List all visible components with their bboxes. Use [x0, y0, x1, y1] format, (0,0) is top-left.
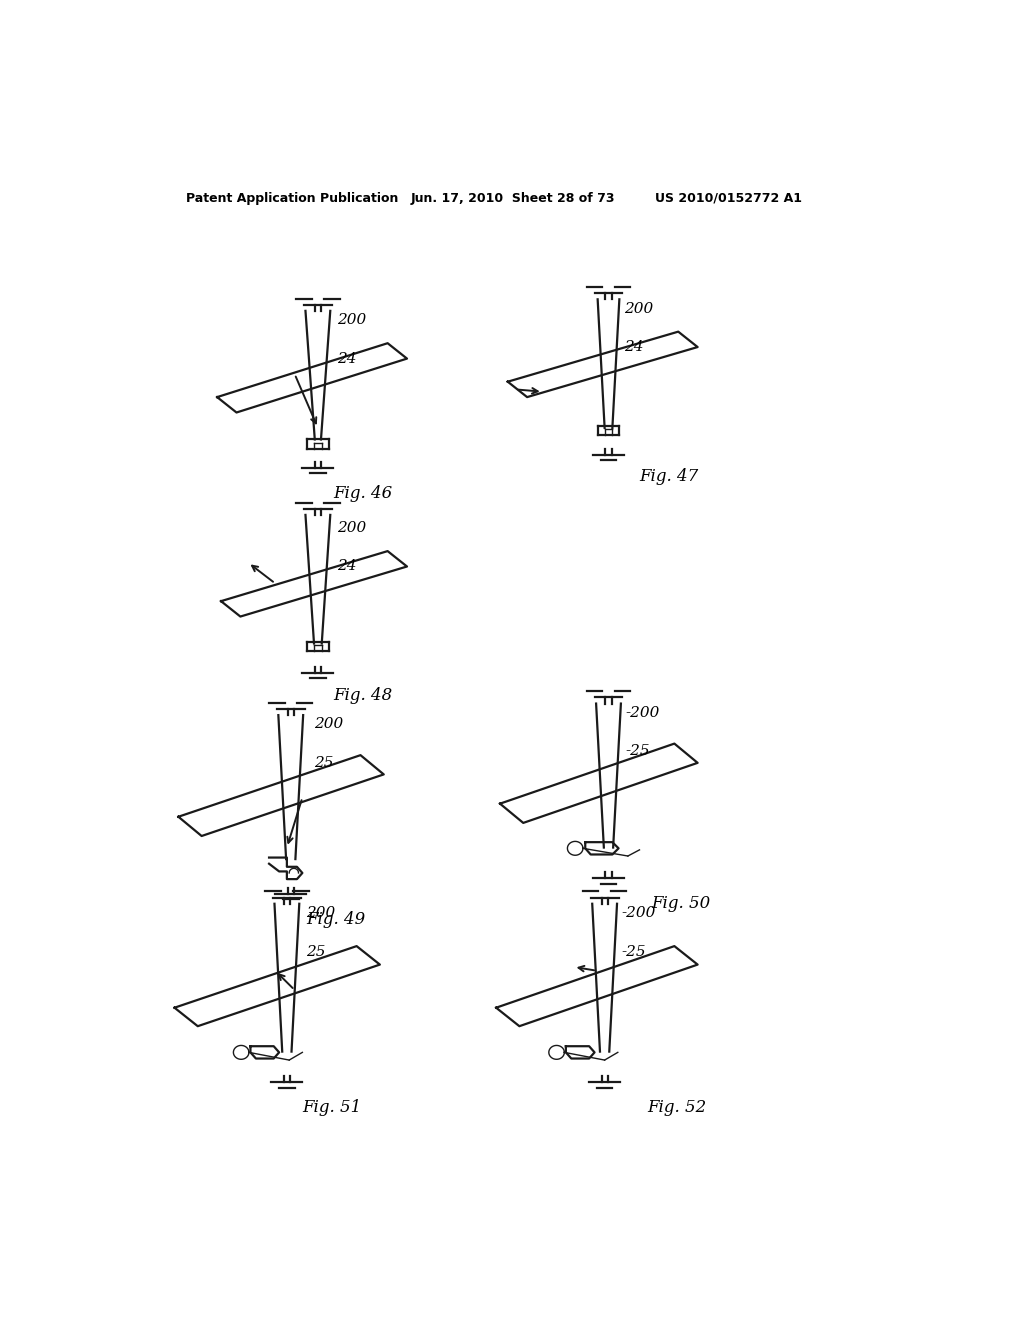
Text: 25: 25: [314, 756, 334, 770]
Text: 200: 200: [314, 717, 343, 731]
Text: Fig. 48: Fig. 48: [334, 688, 392, 705]
Text: Fig. 50: Fig. 50: [651, 895, 711, 912]
Text: 24: 24: [337, 351, 356, 366]
Text: -25: -25: [626, 744, 650, 758]
Text: Jun. 17, 2010  Sheet 28 of 73: Jun. 17, 2010 Sheet 28 of 73: [411, 191, 615, 205]
Text: Fig. 49: Fig. 49: [306, 911, 366, 928]
Text: 24: 24: [624, 341, 643, 354]
Text: Fig. 51: Fig. 51: [302, 1100, 361, 1117]
Text: Fig. 47: Fig. 47: [640, 467, 698, 484]
Text: 25: 25: [306, 945, 326, 958]
Text: -200: -200: [626, 706, 659, 719]
Text: 200: 200: [337, 313, 367, 327]
Text: 24: 24: [337, 560, 356, 573]
Text: 200: 200: [624, 301, 653, 315]
Text: Fig. 46: Fig. 46: [334, 484, 392, 502]
Text: -200: -200: [622, 906, 656, 920]
Text: Patent Application Publication: Patent Application Publication: [186, 191, 398, 205]
Text: -25: -25: [622, 945, 646, 958]
Text: 200: 200: [306, 906, 336, 920]
Text: US 2010/0152772 A1: US 2010/0152772 A1: [655, 191, 802, 205]
Text: 200: 200: [337, 521, 367, 535]
Text: Fig. 52: Fig. 52: [647, 1100, 707, 1117]
